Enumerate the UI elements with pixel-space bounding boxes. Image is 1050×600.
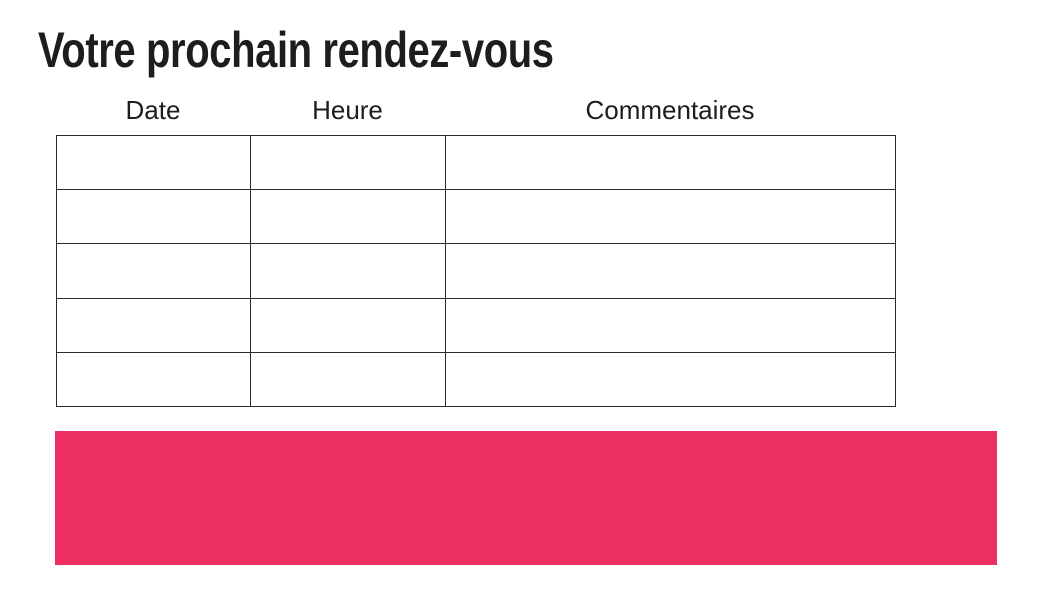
table-cell xyxy=(445,134,896,191)
table-row xyxy=(56,351,896,408)
table-cell xyxy=(250,134,446,191)
table-cell xyxy=(56,189,251,245)
table-cell xyxy=(250,243,446,299)
table-row xyxy=(56,243,896,299)
table-cell xyxy=(250,351,446,408)
table-cell xyxy=(445,297,896,353)
table-column-headers: Date Heure Commentaires xyxy=(56,92,895,128)
appointments-table xyxy=(56,134,896,408)
highlight-banner xyxy=(55,431,997,565)
table-cell xyxy=(250,297,446,353)
column-header-date: Date xyxy=(125,95,181,125)
appointments-table-body xyxy=(56,134,896,408)
table-row xyxy=(56,189,896,245)
table-cell xyxy=(250,189,446,245)
table-cell xyxy=(445,189,896,245)
table-cell xyxy=(56,297,251,353)
table-cell xyxy=(445,351,896,408)
table-cell xyxy=(445,243,896,299)
table-cell xyxy=(56,351,251,408)
table-cell xyxy=(56,134,251,191)
table-cell xyxy=(56,243,251,299)
table-row xyxy=(56,134,896,191)
page-title: Votre prochain rendez-vous xyxy=(38,22,554,78)
column-header-heure: Heure xyxy=(312,95,383,125)
column-header-commentaires: Commentaires xyxy=(585,95,755,125)
table-row xyxy=(56,297,896,353)
